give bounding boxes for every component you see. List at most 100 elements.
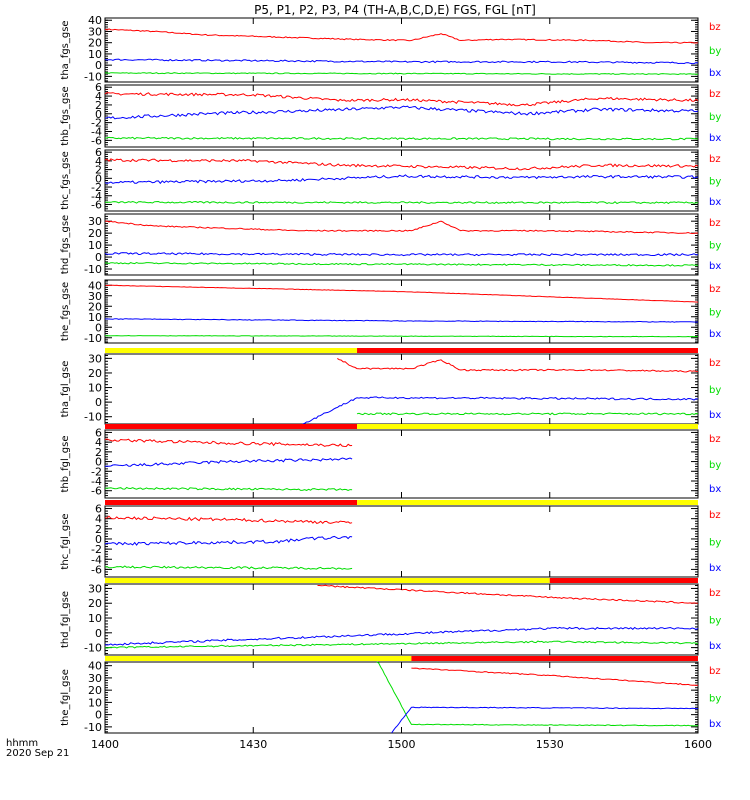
y-tick-label: 4: [95, 513, 102, 526]
y-tick-label: -6: [91, 134, 102, 147]
x-tick-label: 1600: [684, 738, 712, 751]
y-tick-label: 0: [95, 627, 102, 640]
panel-frame: [104, 213, 699, 276]
y-tick-label: 2: [95, 523, 102, 536]
legend-by: by: [709, 616, 721, 627]
series-by: [104, 261, 699, 267]
y-tick-label: -6: [91, 563, 102, 576]
y-axis-label: tha_fgl_gse: [60, 361, 71, 418]
y-tick-label: 2: [95, 446, 102, 459]
series-bx: [104, 105, 699, 120]
panel-frame: [104, 279, 699, 344]
y-tick-label: 10: [88, 612, 102, 625]
y-tick-label: 0: [95, 456, 102, 469]
status-bar-yellow: [357, 424, 698, 429]
y-tick-label: 6: [95, 81, 102, 94]
y-tick-label: -10: [84, 70, 102, 83]
y-tick-label: 10: [88, 48, 102, 61]
series-bx: [104, 626, 699, 646]
x-tick-label: 1530: [536, 738, 564, 751]
y-tick-label: -2: [91, 543, 102, 556]
y-tick-label: 6: [95, 146, 102, 159]
series-bz: [337, 357, 699, 373]
y-tick-label: -4: [91, 553, 102, 566]
legend-bz: bz: [709, 666, 721, 677]
series-bx: [104, 535, 353, 546]
y-tick-label: -2: [91, 465, 102, 478]
chart-title: P5, P1, P2, P3, P4 (TH-A,B,C,D,E) FGS, F…: [254, 3, 536, 17]
y-axis-label: tha_fgs_gse: [60, 20, 71, 79]
y-tick-label: 40: [88, 279, 102, 292]
panel-thd_fgl_gse: 30 20 10 0 -10 thd_fgl_gse bz by bx: [60, 578, 721, 656]
status-bar-yellow: [105, 656, 412, 661]
series-bz: [104, 92, 699, 107]
y-tick-label: 20: [88, 684, 102, 697]
y-axis-label: thc_fgl_gse: [60, 513, 71, 569]
series-by: [104, 640, 699, 649]
y-tick-label: 30: [88, 352, 102, 365]
panel-tha_fgl_gse: 30 20 100 -10 tha_fgl_gse bz by bx: [60, 348, 721, 425]
legend-bx: bx: [709, 68, 721, 79]
y-tick-label: 30: [88, 25, 102, 38]
legend-by: by: [709, 460, 721, 471]
y-tick-label: 20: [88, 300, 102, 313]
legend-by: by: [709, 112, 721, 123]
status-bar-red: [357, 348, 698, 353]
legend-bz: bz: [709, 22, 721, 33]
y-axis-label: thd_fgl_gse: [60, 591, 71, 648]
y-tick-label: 0: [95, 709, 102, 722]
legend-bz: bz: [709, 434, 721, 445]
series-bz: [104, 28, 699, 44]
x-tick-label: 1430: [239, 738, 267, 751]
status-bar-red: [105, 424, 358, 429]
legend-bz: bz: [709, 358, 721, 369]
legend-bz: bz: [709, 588, 721, 599]
series-by: [104, 72, 699, 76]
series-bz: [104, 220, 699, 235]
y-tick-label: 6: [95, 503, 102, 516]
y-tick-label: -2: [91, 117, 102, 130]
series-bx: [391, 706, 699, 734]
series-by: [356, 412, 699, 416]
series-by: [104, 136, 699, 141]
series-bz: [104, 515, 353, 524]
legend-bz: bz: [709, 284, 721, 295]
y-tick-label: -10: [84, 411, 102, 424]
x-axis: 1400 1430 1500 1530 1600: [91, 738, 712, 751]
y-tick-label: -4: [91, 475, 102, 488]
y-tick-label: 20: [88, 37, 102, 50]
status-bar-red: [105, 500, 358, 505]
y-tick-label: 30: [88, 582, 102, 595]
panel-frame: [104, 661, 699, 734]
y-tick-label: 4: [95, 155, 102, 168]
y-tick-label: 0: [95, 108, 102, 121]
y-axis-label: thb_fgl_gse: [60, 436, 71, 493]
legend-bx: bx: [709, 563, 721, 574]
y-tick-label: 2: [95, 164, 102, 177]
series-bz: [104, 158, 699, 171]
series-bx: [104, 318, 699, 323]
series-bz: [317, 584, 699, 604]
y-tick-label: 10: [88, 311, 102, 324]
y-tick-label: -10: [84, 263, 102, 276]
y-tick-label: -6: [91, 198, 102, 211]
y-axis-label: the_fgl_gse: [60, 669, 71, 726]
y-tick-label: 10: [88, 696, 102, 709]
legend-by: by: [709, 385, 721, 396]
y-tick-label: 40: [88, 14, 102, 27]
status-bar-red: [411, 656, 698, 661]
series-bx: [104, 174, 699, 185]
y-tick-label: 30: [88, 672, 102, 685]
legend-bz: bz: [709, 154, 721, 165]
y-tick-label: 6: [95, 426, 102, 439]
y-tick-label: 0: [95, 172, 102, 185]
legend-bx: bx: [709, 641, 721, 652]
panel-frame: [104, 583, 699, 656]
legend-by: by: [709, 241, 721, 252]
